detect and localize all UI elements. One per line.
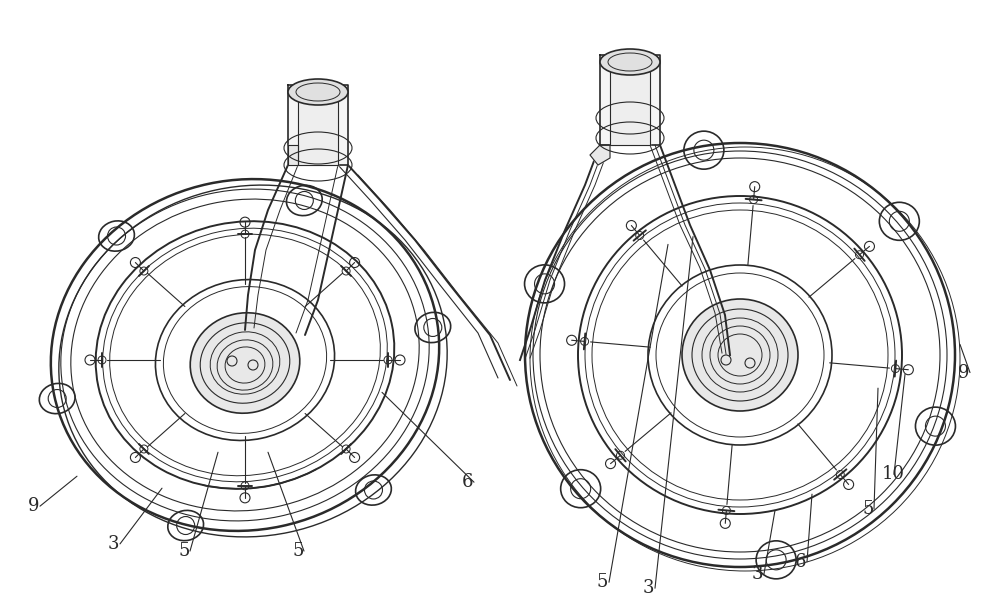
- Text: 5: 5: [178, 542, 189, 560]
- Polygon shape: [590, 145, 610, 165]
- Text: 5: 5: [292, 542, 303, 560]
- Polygon shape: [600, 55, 660, 145]
- Text: 3: 3: [752, 565, 764, 583]
- Ellipse shape: [682, 299, 798, 411]
- Ellipse shape: [288, 79, 348, 105]
- Text: 9: 9: [958, 364, 970, 382]
- Text: 3: 3: [643, 579, 654, 597]
- Polygon shape: [610, 70, 650, 145]
- Polygon shape: [288, 145, 298, 165]
- Text: 6: 6: [462, 473, 474, 491]
- Polygon shape: [298, 100, 338, 165]
- Text: 5: 5: [862, 500, 873, 518]
- Text: 5: 5: [597, 573, 608, 591]
- Ellipse shape: [525, 143, 955, 567]
- Ellipse shape: [51, 179, 439, 531]
- Ellipse shape: [600, 49, 660, 75]
- Text: 10: 10: [882, 465, 905, 483]
- Polygon shape: [288, 85, 348, 165]
- Text: 3: 3: [108, 535, 120, 553]
- Ellipse shape: [190, 313, 300, 413]
- Text: 6: 6: [795, 553, 806, 571]
- Text: 9: 9: [28, 497, 40, 515]
